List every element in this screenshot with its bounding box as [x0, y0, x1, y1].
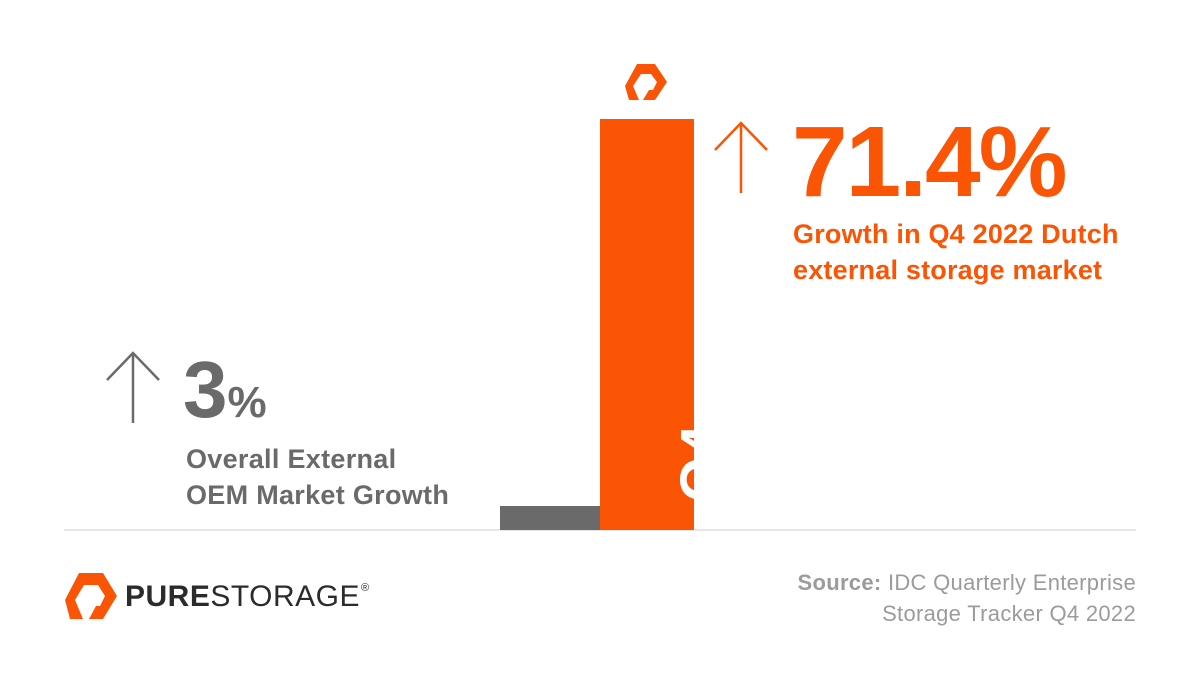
source-line1-text: IDC Quarterly Enterprise [887, 570, 1136, 595]
up-arrow-icon [106, 351, 160, 423]
bar-overall [500, 506, 600, 530]
pure-storage-logo-icon [625, 64, 667, 100]
brand-name-bold: PURE [125, 580, 211, 613]
brand-name-regular: STORAGE [210, 580, 361, 613]
secondary-value: 3% [183, 350, 267, 430]
brand-wordmark: PURESTORAGE® [125, 580, 370, 614]
source-line1: Source: IDC Quarterly Enterprise [798, 567, 1137, 598]
source-line2: Storage Tracker Q4 2022 [882, 601, 1136, 626]
registered-mark: ® [361, 582, 370, 594]
bar-label-q4: Q4 [669, 424, 734, 502]
source-lead: Source: [797, 570, 882, 595]
pure-storage-logo-icon [65, 573, 117, 619]
headline-description: Growth in Q4 2022 Dutch external storage… [793, 216, 1173, 288]
secondary-description-line2: OEM Market Growth [186, 480, 450, 510]
headline-description-line2: external storage market [793, 255, 1103, 285]
headline-value: 71.4% [792, 106, 1068, 218]
secondary-description-line1: Overall External [186, 444, 397, 474]
headline-description-line1: Growth in Q4 2022 Dutch [793, 219, 1119, 249]
bar-q4 [600, 119, 694, 530]
brand-logo: PURESTORAGE® [65, 573, 369, 621]
secondary-value-unit: % [227, 378, 267, 427]
secondary-description: Overall External OEM Market Growth [186, 441, 516, 513]
secondary-value-number: 3 [183, 345, 228, 434]
up-arrow-icon [714, 121, 768, 193]
source-note: Source: IDC Quarterly Enterprise Storage… [798, 567, 1137, 629]
